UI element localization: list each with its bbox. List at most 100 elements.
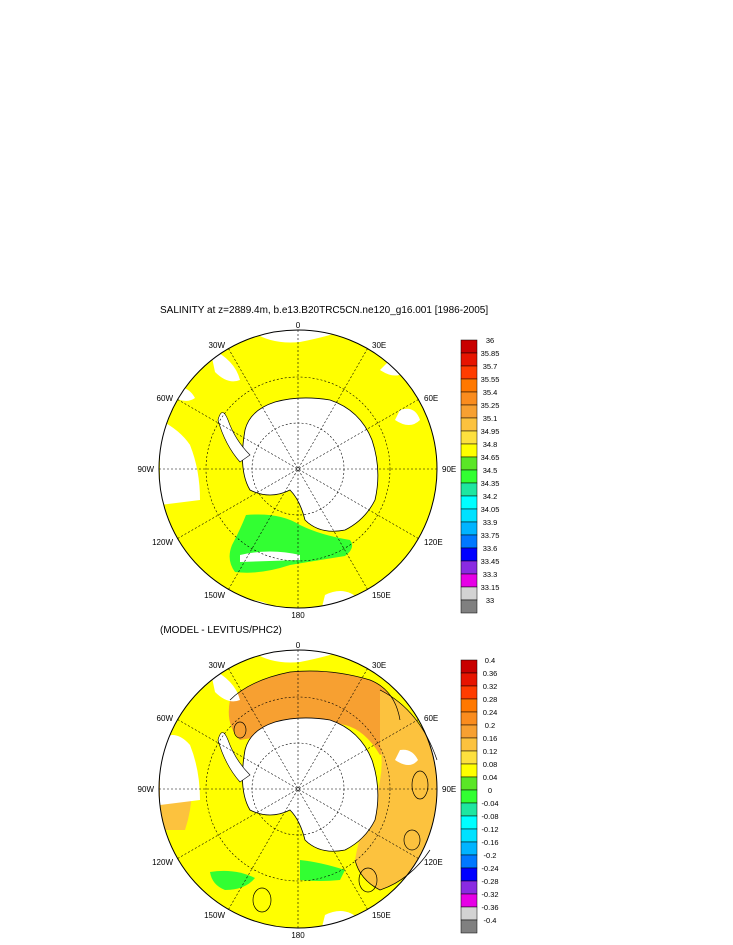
colorbar-swatch xyxy=(460,391,478,406)
panel2-light-orange-region xyxy=(355,690,437,890)
colorbar-label: 34.35 xyxy=(481,479,500,488)
colorbar-swatch xyxy=(460,521,478,536)
panel1-colorbar: 36 35.85 35.7 35.55 35.4 35.25 35.1 34.95 34.8 34… xyxy=(460,336,500,614)
colorbar-label: 33.3 xyxy=(483,570,498,579)
colorbar-swatch xyxy=(460,698,478,713)
lon-label: 180 xyxy=(291,611,305,620)
colorbar-label: 34.05 xyxy=(481,505,500,514)
panel2-lon-labels: 0 30E 60E 90E 120E 150E 180 150W 120W 90… xyxy=(138,641,457,940)
colorbar-label: 34.5 xyxy=(483,466,498,475)
lon-label: 30W xyxy=(209,341,226,350)
colorbar-label: 0.2 xyxy=(485,721,495,730)
colorbar-label: 35.1 xyxy=(483,414,498,423)
panel2-antarctica xyxy=(242,717,379,852)
colorbar-label: -0.32 xyxy=(481,890,498,899)
colorbar-swatch xyxy=(460,789,478,804)
lon-label: 30W xyxy=(209,661,226,670)
colorbar-swatch xyxy=(460,586,478,601)
lon-label: 60W xyxy=(157,394,174,403)
panel1-map xyxy=(158,329,438,609)
colorbar-swatch xyxy=(460,919,478,934)
colorbar-label: 34.8 xyxy=(483,440,498,449)
colorbar-swatch xyxy=(460,378,478,393)
colorbar-swatch xyxy=(460,828,478,843)
colorbar-swatch xyxy=(460,469,478,484)
colorbar-swatch xyxy=(460,776,478,791)
colorbar-label: 36 xyxy=(486,336,494,345)
colorbar-swatch xyxy=(460,404,478,419)
lon-label: 30E xyxy=(372,661,386,670)
colorbar-swatch xyxy=(460,508,478,523)
panel2-title: (MODEL - LEVITUS/PHC2) xyxy=(160,625,282,636)
panel2-orange-region xyxy=(228,671,400,755)
colorbar-swatch xyxy=(460,495,478,510)
colorbar-swatch xyxy=(460,815,478,830)
colorbar-swatch xyxy=(460,841,478,856)
colorbar-label: 33 xyxy=(486,596,494,605)
lon-label: 120W xyxy=(152,538,173,547)
colorbar-label: 35.55 xyxy=(481,375,500,384)
colorbar-swatch xyxy=(460,737,478,752)
panel1-title: SALINITY at z=2889.4m, b.e13.B20TRC5CN.n… xyxy=(160,305,489,316)
colorbar-label: 33.6 xyxy=(483,544,498,553)
lon-label: 150E xyxy=(372,911,391,920)
colorbar-swatch xyxy=(460,456,478,471)
panel2-graticule xyxy=(159,650,437,928)
colorbar-swatch xyxy=(460,443,478,458)
lon-label: 90E xyxy=(442,785,456,794)
colorbar-label: 0.4 xyxy=(485,656,495,665)
lon-label: 120E xyxy=(424,858,443,867)
colorbar-label: 0.08 xyxy=(483,760,498,769)
colorbar-swatch xyxy=(460,417,478,432)
colorbar-label: 0 xyxy=(488,786,492,795)
colorbar-swatch xyxy=(460,854,478,869)
colorbar-swatch xyxy=(460,802,478,817)
colorbar-label: 34.65 xyxy=(481,453,500,462)
colorbar-label: -0.08 xyxy=(481,812,498,821)
lon-label: 0 xyxy=(296,641,301,650)
colorbar-swatch xyxy=(460,893,478,908)
colorbar-swatch xyxy=(460,659,478,674)
lon-label: 60E xyxy=(424,714,438,723)
colorbar-label: -0.36 xyxy=(481,903,498,912)
colorbar-swatch xyxy=(460,352,478,367)
colorbar-label: 33.15 xyxy=(481,583,500,592)
colorbar-label: 33.9 xyxy=(483,518,498,527)
panel2-map xyxy=(158,649,438,929)
colorbar-swatch xyxy=(460,430,478,445)
colorbar-label: -0.2 xyxy=(484,851,497,860)
colorbar-swatch xyxy=(460,560,478,575)
panel2-green-region xyxy=(210,870,255,890)
lon-label: 120W xyxy=(152,858,173,867)
colorbar-label: 0.12 xyxy=(483,747,498,756)
lon-label: 60W xyxy=(157,714,174,723)
colorbar-label: -0.04 xyxy=(481,799,498,808)
panel2-colorbar: 0.4 0.36 0.32 0.28 0.24 0.2 0.16 0.12 0.08 0.04 0 -… xyxy=(460,656,499,934)
lon-label: 180 xyxy=(291,931,305,940)
colorbar-swatch xyxy=(460,482,478,497)
colorbar-swatch xyxy=(460,880,478,895)
lon-label: 90E xyxy=(442,465,456,474)
lon-label: 150E xyxy=(372,591,391,600)
colorbar-swatch xyxy=(460,867,478,882)
colorbar-label: 33.75 xyxy=(481,531,500,540)
colorbar-label: 35.7 xyxy=(483,362,498,371)
lon-label: 0 xyxy=(296,321,301,330)
colorbar-swatch xyxy=(460,724,478,739)
colorbar-swatch xyxy=(460,750,478,765)
lon-label: 120E xyxy=(424,538,443,547)
colorbar-swatch xyxy=(460,672,478,687)
colorbar-swatch xyxy=(460,339,478,354)
colorbar-label: 34.2 xyxy=(483,492,498,501)
colorbar-swatch xyxy=(460,573,478,588)
colorbar-swatch xyxy=(460,534,478,549)
colorbar-label: 35.85 xyxy=(481,349,500,358)
colorbar-swatch xyxy=(460,763,478,778)
lon-label: 90W xyxy=(138,785,155,794)
colorbar-label: -0.4 xyxy=(484,916,497,925)
lon-label: 60E xyxy=(424,394,438,403)
colorbar-swatch xyxy=(460,711,478,726)
colorbar-label: 34.95 xyxy=(481,427,500,436)
colorbar-label: -0.12 xyxy=(481,825,498,834)
